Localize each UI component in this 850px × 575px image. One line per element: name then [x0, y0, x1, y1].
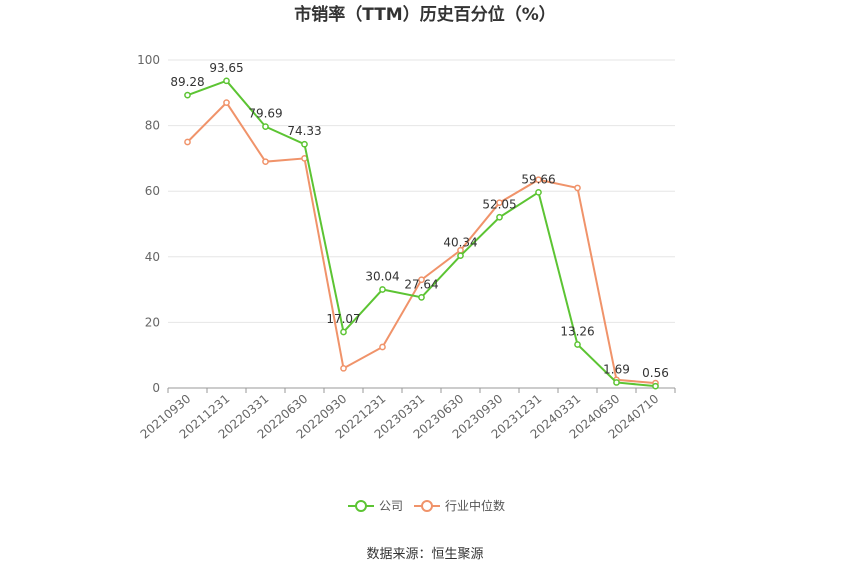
- data-point: [574, 341, 581, 348]
- source-note: 数据来源：恒生聚源: [366, 547, 483, 562]
- data-point: [379, 286, 386, 293]
- data-point: [379, 343, 386, 351]
- x-axis: 2021093020211231202203312022063020220930…: [138, 387, 676, 442]
- data-label: 59.66: [521, 172, 555, 186]
- series-0: [184, 77, 659, 390]
- y-tick-label: 80: [145, 119, 160, 133]
- data-point: [457, 252, 464, 260]
- data-label: 40.34: [443, 236, 477, 250]
- data-label: 17.07: [326, 312, 360, 326]
- data-label: 93.65: [209, 61, 243, 75]
- data-point: [535, 188, 542, 196]
- data-labels: 89.28 93.65 79.69 74.33 17.07 30.04 27.64 40.34…: [170, 61, 669, 380]
- chart-title: 市销率（TTM）历史百分位（%）: [294, 4, 556, 25]
- y-axis: 0 20 40 60 80 100: [137, 53, 160, 395]
- data-point: [223, 99, 230, 106]
- data-point: [340, 328, 347, 336]
- data-point: [652, 382, 659, 390]
- y-tick-label: 100: [137, 53, 160, 67]
- series-line: [186, 101, 656, 385]
- data-point: [496, 213, 503, 221]
- data-label: 74.33: [287, 124, 321, 138]
- data-label: 79.69: [248, 107, 282, 121]
- y-tick-label: 40: [145, 250, 160, 264]
- data-point: [574, 184, 581, 192]
- y-tick-label: 0: [152, 381, 160, 395]
- data-label: 89.28: [170, 75, 204, 89]
- legend-label: 行业中位数: [445, 498, 505, 513]
- data-label: 52.05: [482, 197, 516, 211]
- data-label: 1.69: [603, 362, 630, 376]
- data-label: 27.64: [404, 277, 438, 291]
- legend-label: 公司: [379, 499, 403, 513]
- legend: 公司 行业中位数: [348, 498, 505, 513]
- y-tick-label: 60: [145, 184, 160, 198]
- data-point: [496, 199, 503, 207]
- y-tick-label: 20: [145, 315, 160, 329]
- data-point: [418, 293, 425, 301]
- legend-item-0: 公司: [348, 499, 403, 513]
- data-point: [535, 176, 542, 184]
- series-1: [184, 99, 659, 387]
- series-layer: [184, 77, 659, 390]
- data-point: [262, 158, 269, 166]
- data-point: [340, 364, 347, 372]
- data-label: 13.26: [560, 325, 594, 339]
- data-point: [301, 140, 308, 148]
- data-point: [223, 77, 230, 85]
- data-point: [613, 379, 620, 386]
- data-point: [184, 91, 191, 99]
- data-label: 30.04: [365, 269, 399, 283]
- series-line: [187, 79, 656, 388]
- data-point: [262, 123, 269, 130]
- data-point: [184, 138, 191, 146]
- legend-marker: [355, 500, 367, 512]
- legend-marker: [421, 500, 433, 512]
- legend-item-1: 行业中位数: [414, 498, 505, 513]
- data-point: [418, 276, 425, 284]
- data-label: 0.56: [642, 366, 669, 380]
